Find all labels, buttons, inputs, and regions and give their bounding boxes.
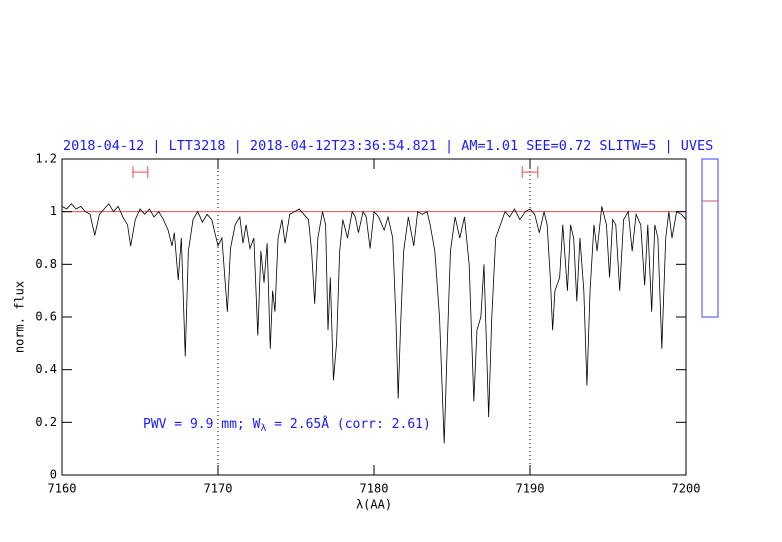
y-tick-label: 0 (50, 468, 57, 482)
x-axis-label: λ(AA) (356, 498, 392, 512)
spectrum-line (61, 203, 687, 444)
x-tick-label: 7160 (48, 482, 77, 496)
annotation: PWV = 9.9 mm; Wλ = 2.65Å (corr: 2.61) (143, 416, 431, 435)
y-tick-label: 1.2 (35, 152, 57, 166)
x-tick-label: 7190 (516, 482, 545, 496)
y-tick-label: 0.8 (35, 257, 57, 271)
x-tick-label: 7180 (360, 482, 389, 496)
annotation-subscript: λ (260, 423, 266, 434)
range-marker (132, 166, 149, 179)
y-tick-label: 0.4 (35, 362, 57, 376)
x-tick-label: 7170 (204, 482, 233, 496)
y-tick-label: 1 (50, 204, 57, 218)
y-tick-label: 0.2 (35, 415, 57, 429)
annotation-part: = 2.65Å (corr: 2.61) (266, 416, 430, 432)
chart-title: 2018-04-12 | LTT3218 | 2018-04-12T23:36:… (63, 138, 713, 154)
x-tick-label: 7200 (672, 482, 701, 496)
side-scale (701, 158, 719, 318)
range-marker (521, 166, 539, 179)
annotation-part: PWV = 9.9 mm; W (143, 417, 261, 432)
y-axis-label: norm. flux (13, 281, 27, 353)
y-tick-label: 0.6 (35, 310, 57, 324)
